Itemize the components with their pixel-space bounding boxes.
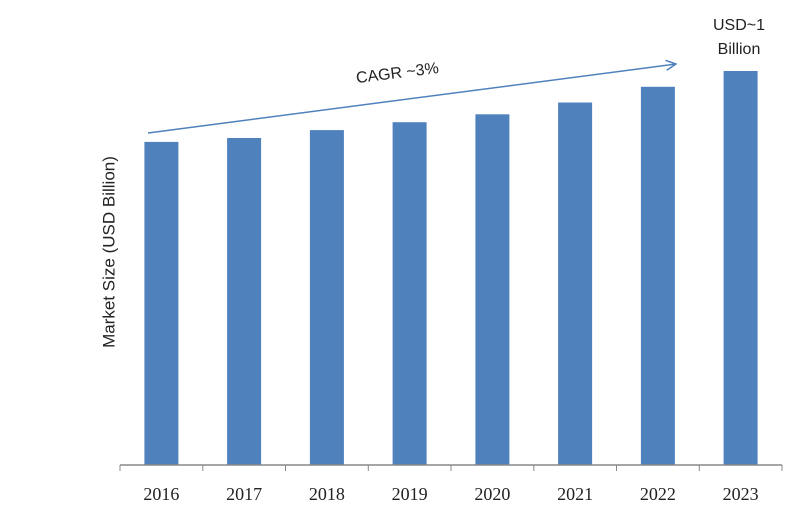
bar-2016 — [144, 141, 179, 465]
x-tick-label-2019: 2019 — [392, 484, 428, 504]
x-axis — [119, 464, 783, 471]
x-tick-labels: 2016 2017 2018 2019 2020 2021 2022 2023 — [143, 484, 758, 504]
bar-2023 — [723, 71, 758, 465]
end-value-label-line2: Billion — [718, 41, 761, 58]
bar-2018 — [309, 130, 344, 465]
end-value-label-line1: USD~1 — [713, 17, 765, 34]
x-tick-label-2018: 2018 — [309, 484, 345, 504]
bar-2019 — [392, 122, 427, 465]
y-axis-label: Market Size (USD Billion) — [99, 156, 118, 348]
x-tick-label-2020: 2020 — [474, 484, 510, 504]
cagr-label: CAGR ~3% — [355, 60, 440, 87]
cagr-arrow — [147, 64, 676, 134]
bar-2021 — [558, 102, 593, 465]
x-tick-label-2016: 2016 — [143, 484, 179, 504]
x-tick-label-2021: 2021 — [557, 484, 593, 504]
bars-group — [144, 71, 758, 466]
bar-2020 — [475, 114, 510, 466]
x-tick-label-2022: 2022 — [640, 484, 676, 504]
bar-2017 — [227, 138, 262, 465]
x-tick-label-2023: 2023 — [723, 484, 759, 504]
bar-2022 — [640, 86, 675, 466]
x-tick-label-2017: 2017 — [226, 484, 262, 504]
